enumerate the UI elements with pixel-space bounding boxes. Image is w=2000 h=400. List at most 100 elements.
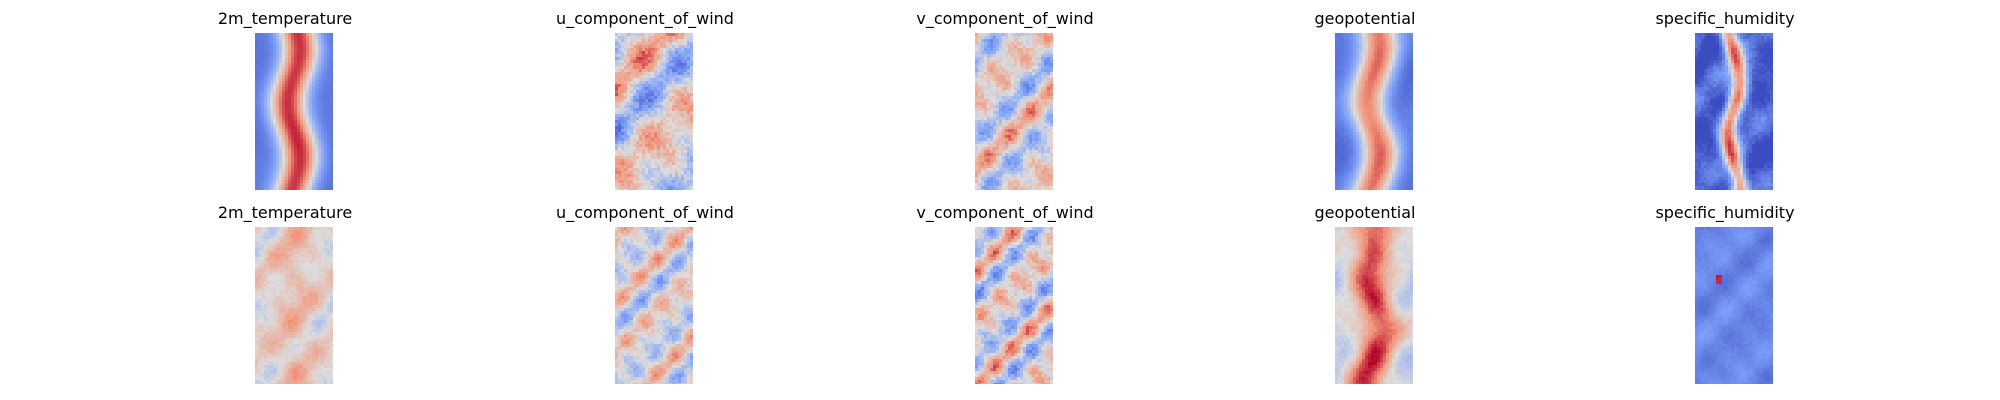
heatmap-cell <box>1347 120 1351 124</box>
heatmap-cell <box>306 117 310 121</box>
heatmap-cell <box>978 96 982 100</box>
heatmap-cell <box>291 126 295 130</box>
heatmap-cell <box>660 168 664 172</box>
heatmap-cell <box>294 117 298 121</box>
heatmap-cell <box>279 180 283 184</box>
heatmap-cell <box>993 153 997 157</box>
heatmap-cell <box>999 33 1003 37</box>
heatmap-cell <box>1005 177 1009 181</box>
heatmap-cell <box>981 84 985 88</box>
heatmap-cell <box>663 123 667 127</box>
heatmap-cell <box>681 42 685 46</box>
heatmap-cell <box>654 102 658 106</box>
heatmap-cell <box>1047 45 1051 49</box>
heatmap-cell <box>627 39 631 43</box>
heatmap-cell <box>651 66 655 70</box>
heatmap-cell <box>270 150 274 154</box>
heatmap-cell <box>1044 60 1048 64</box>
heatmap-cell <box>657 69 661 73</box>
heatmap-cell <box>639 102 643 106</box>
heatmap-cell <box>975 33 979 37</box>
heatmap-cell <box>288 120 292 124</box>
heatmap-cell <box>669 54 673 58</box>
heatmap-cell <box>1392 111 1396 115</box>
heatmap-cell <box>978 123 982 127</box>
heatmap-cell <box>321 57 325 61</box>
heatmap-cell <box>258 54 262 58</box>
heatmap-cell <box>1020 177 1024 181</box>
heatmap-cell <box>306 174 310 178</box>
heatmap-cell <box>648 126 652 130</box>
heatmap-cell <box>282 87 286 91</box>
heatmap-cell <box>255 141 259 145</box>
heatmap-cell <box>621 90 625 94</box>
heatmap-cell <box>1005 108 1009 112</box>
heatmap-cell <box>615 171 619 175</box>
heatmap-cell <box>255 102 259 106</box>
heatmap-cell <box>330 111 333 115</box>
heatmap-cell <box>1050 105 1053 109</box>
heatmap-cell <box>681 186 685 190</box>
heatmap-cell <box>627 147 631 151</box>
heatmap-cell <box>651 126 655 130</box>
heatmap-cell <box>690 189 693 190</box>
heatmap-cell <box>639 72 643 76</box>
heatmap-cell <box>639 168 643 172</box>
heatmap-cell <box>630 69 634 73</box>
heatmap-cell <box>996 108 1000 112</box>
heatmap-cell <box>630 156 634 160</box>
heatmap-cell <box>648 117 652 121</box>
heatmap-cell <box>1011 129 1015 133</box>
heatmap-cell <box>1008 105 1012 109</box>
heatmap-cell <box>978 60 982 64</box>
heatmap-cell <box>672 159 676 163</box>
heatmap-cell <box>1026 72 1030 76</box>
heatmap-cell <box>987 60 991 64</box>
heatmap-cell <box>684 183 688 187</box>
heatmap-cell <box>324 168 328 172</box>
heatmap-cell <box>300 117 304 121</box>
heatmap-cell <box>999 72 1003 76</box>
heatmap-cell <box>987 36 991 40</box>
heatmap-cell <box>282 138 286 142</box>
heatmap-cell <box>1365 78 1369 82</box>
heatmap-cell <box>618 54 622 58</box>
heatmap-cell <box>1002 144 1006 148</box>
heatmap-cell <box>261 135 265 139</box>
heatmap-cell <box>270 159 274 163</box>
heatmap-cell <box>996 90 1000 94</box>
heatmap-cell <box>687 78 691 82</box>
heatmap-cell <box>255 45 259 49</box>
heatmap-cell <box>297 90 301 94</box>
heatmap-cell <box>1047 75 1051 79</box>
heatmap-cell <box>648 39 652 43</box>
heatmap-cell <box>636 36 640 40</box>
heatmap-cell <box>636 108 640 112</box>
heatmap-cell <box>618 36 622 40</box>
heatmap-cell <box>1371 114 1375 118</box>
heatmap-cell <box>1005 33 1009 37</box>
heatmap-cell <box>1389 63 1393 67</box>
heatmap-cell <box>1374 93 1378 97</box>
heatmap-cell <box>1017 147 1021 151</box>
heatmap-cell <box>678 81 682 85</box>
heatmap-cell <box>258 72 262 76</box>
heatmap-cell <box>990 135 994 139</box>
heatmap-cell <box>681 87 685 91</box>
heatmap-cell <box>267 180 271 184</box>
heatmap-cell <box>684 168 688 172</box>
heatmap-cell <box>1005 54 1009 58</box>
heatmap-cell <box>291 171 295 175</box>
heatmap-cell <box>1041 42 1045 46</box>
heatmap-cell <box>267 60 271 64</box>
heatmap-cell <box>1029 45 1033 49</box>
heatmap-cell <box>1041 186 1045 190</box>
heatmap-cell <box>306 153 310 157</box>
heatmap-cell <box>285 66 289 70</box>
heatmap-cell <box>978 150 982 154</box>
heatmap-cell <box>666 48 670 52</box>
heatmap-cell <box>1035 81 1039 85</box>
heatmap-cell <box>993 156 997 160</box>
heatmap-cell <box>1032 123 1036 127</box>
heatmap-cell <box>285 144 289 148</box>
